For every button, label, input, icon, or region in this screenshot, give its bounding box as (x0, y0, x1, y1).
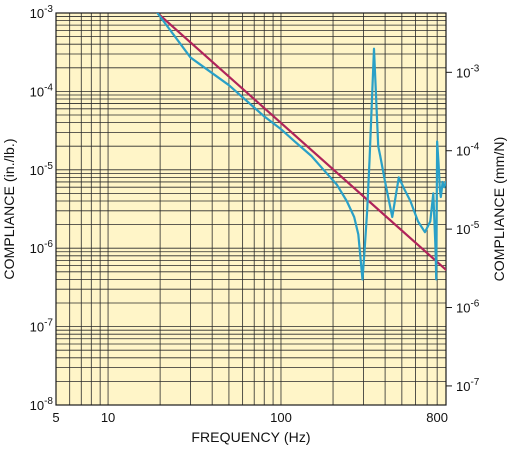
y-tick-label: 10-7 (30, 318, 54, 335)
y-axis-title-right: COMPLIANCE (mm/N) (491, 137, 507, 282)
x-tick-label: 10 (101, 410, 115, 425)
y-right-tick-label: 10-5 (456, 220, 480, 237)
right-axis-ticks (446, 71, 452, 387)
x-tick-label: 5 (52, 410, 59, 425)
plot-frame (55, 12, 447, 406)
y-tick-label: 10-8 (30, 396, 54, 413)
x-tick-label: 800 (426, 410, 448, 425)
y-tick-label: 10-4 (30, 82, 54, 99)
series-line-2 (156, 13, 446, 281)
y-tick-label: 10-5 (30, 161, 54, 178)
grid (56, 13, 446, 405)
y-right-tick-label: 10-4 (456, 142, 480, 159)
plot-background (56, 13, 446, 405)
x-tick-label: 100 (270, 410, 292, 425)
y-tick-label: 10-6 (30, 239, 54, 256)
y-right-tick-label: 10-7 (456, 377, 480, 394)
y-right-tick-label: 10-6 (456, 299, 480, 316)
series-group (156, 13, 446, 281)
x-axis-title: FREQUENCY (Hz) (191, 429, 310, 445)
y-tick-label: 10-3 (30, 4, 54, 21)
series-line-1 (156, 13, 446, 271)
y-right-tick-label: 10-3 (456, 63, 480, 80)
y-axis-title-left: COMPLIANCE (in./lb.) (1, 138, 17, 279)
